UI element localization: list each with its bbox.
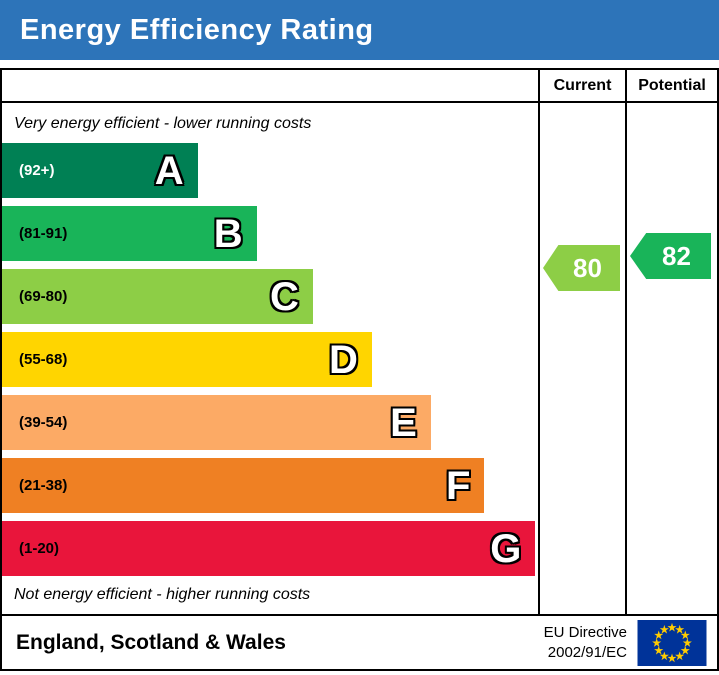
band-letter: F: [445, 463, 471, 508]
current-rating-column: 80: [538, 103, 625, 614]
band-bar-d: (55-68) D: [2, 332, 372, 387]
current-rating-badge: 80: [543, 245, 620, 291]
band-range-label: (55-68): [19, 351, 68, 368]
eu-flag-icon: [637, 619, 707, 666]
band-letter: G: [490, 526, 522, 571]
band-range-label: (92+): [19, 162, 55, 179]
band-row-f: (21-38) F: [2, 458, 538, 513]
band-row-d: (55-68) D: [2, 332, 538, 387]
bottom-note: Not energy efficient - higher running co…: [14, 586, 311, 603]
chart-footer: England, Scotland & Wales EU Directive 2…: [2, 614, 717, 669]
band-bar-g: (1-20) G: [2, 521, 536, 576]
band-row-e: (39-54) E: [2, 395, 538, 450]
band-row-a: (92+) A: [2, 143, 538, 198]
current-rating-value: 80: [573, 252, 602, 283]
band-bar-a: (92+) A: [2, 143, 198, 198]
region-title: England, Scotland & Wales: [16, 630, 286, 654]
band-letter: A: [154, 148, 184, 193]
potential-rating-column: 82: [625, 103, 717, 614]
band-bar-f: (21-38) F: [2, 458, 485, 513]
band-letter: C: [269, 274, 299, 319]
band-bar-e: (39-54) E: [2, 395, 431, 450]
band-bar-c: (69-80) C: [2, 269, 313, 324]
bands-area: Very energy efficient - lower running co…: [2, 103, 538, 614]
band-row-b: (81-91) B: [2, 206, 538, 261]
chart-header-spacer: [2, 70, 538, 103]
band-range-label: (81-91): [19, 225, 68, 242]
band-letter: E: [390, 400, 417, 445]
page-title: Energy Efficiency Rating: [20, 13, 374, 46]
band-range-label: (39-54): [19, 414, 68, 431]
band-range-label: (69-80): [19, 288, 68, 305]
eu-directive-text: EU Directive 2002/91/EC: [544, 623, 627, 662]
band-letter: B: [213, 211, 243, 256]
top-note: Very energy efficient - lower running co…: [14, 115, 312, 132]
eu-directive-line1: EU Directive: [543, 624, 627, 641]
band-bar-b: (81-91) B: [2, 206, 257, 261]
eu-directive-line2: 2002/91/EC: [547, 643, 627, 661]
title-banner: Energy Efficiency Rating: [0, 0, 719, 60]
potential-column-header: Potential: [625, 70, 717, 103]
current-column-header: Current: [538, 70, 625, 103]
band-letter: D: [328, 337, 358, 382]
potential-rating-badge: 82: [630, 233, 711, 279]
potential-rating-value: 82: [662, 240, 691, 271]
epc-chart: Current Potential Very energy efficient …: [0, 68, 719, 671]
footer-right: EU Directive 2002/91/EC: [544, 619, 707, 666]
band-row-g: (1-20) G: [2, 521, 538, 576]
band-range-label: (1-20): [19, 540, 60, 557]
band-range-label: (21-38): [19, 477, 68, 494]
band-row-c: (69-80) C: [2, 269, 538, 324]
